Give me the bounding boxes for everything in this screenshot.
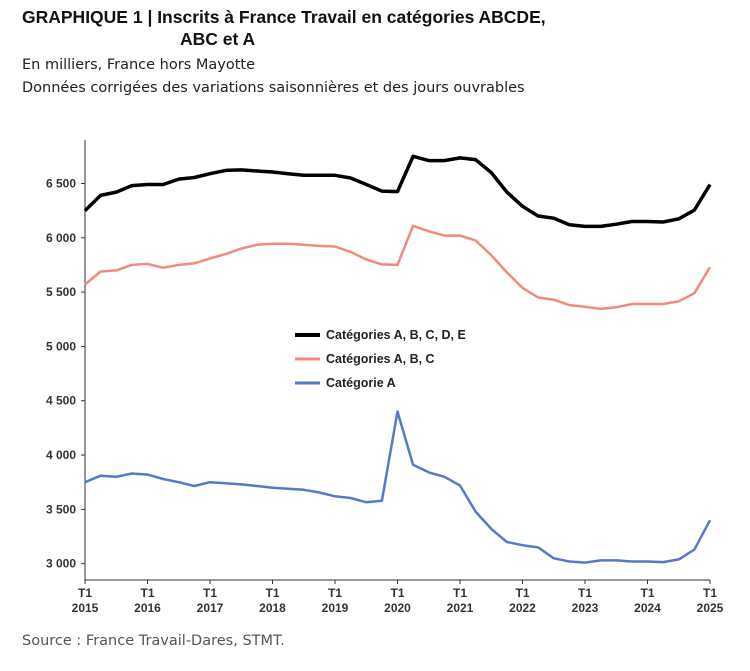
- x-tick-label-year: 2020: [384, 601, 411, 615]
- x-tick-label-quarter: T1: [78, 586, 92, 600]
- chart-title: GRAPHIQUE 1 | Inscrits à France Travail …: [22, 6, 662, 50]
- x-tick-label-quarter: T1: [328, 586, 342, 600]
- x-tick-label-year: 2023: [572, 601, 599, 615]
- x-tick-label-quarter: T1: [265, 586, 279, 600]
- y-tick-label: 5 500: [46, 285, 76, 299]
- y-tick-label: 4 500: [46, 394, 76, 408]
- x-tick-label-year: 2024: [634, 601, 661, 615]
- x-tick-label-year: 2016: [134, 601, 161, 615]
- x-tick-label-year: 2018: [259, 601, 286, 615]
- x-tick-label-quarter: T1: [703, 586, 717, 600]
- series-line-2: [84, 224, 712, 311]
- x-tick-label-quarter: T1: [578, 586, 592, 600]
- x-tick-label-year: 2022: [509, 601, 536, 615]
- y-tick-label: 3 500: [46, 502, 76, 516]
- legend-label-3: Catégorie A: [326, 376, 396, 390]
- x-tick-label-quarter: T1: [515, 586, 529, 600]
- chart-subtitle-adjustment: Données corrigées des variations saisonn…: [22, 80, 525, 96]
- x-tick-label-year: 2025: [697, 601, 724, 615]
- chart-title-line2: ABC et A: [180, 29, 256, 49]
- chart-title-line1: GRAPHIQUE 1 | Inscrits à France Travail …: [22, 7, 546, 27]
- chart-subtitle-units: En milliers, France hors Mayotte: [22, 57, 256, 73]
- y-tick-label: 6 500: [46, 176, 76, 190]
- x-tick-label-year: 2015: [72, 601, 99, 615]
- legend-label-2: Catégories A, B, C: [326, 352, 435, 366]
- y-tick-label: 5 000: [46, 339, 76, 353]
- x-tick-label-quarter: T1: [390, 586, 404, 600]
- source-note: Source : France Travail-Dares, STMT.: [22, 633, 285, 649]
- x-tick-label-quarter: T1: [203, 586, 217, 600]
- x-tick-label-year: 2017: [197, 601, 224, 615]
- y-tick-label: 6 000: [46, 231, 76, 245]
- x-tick-label-quarter: T1: [640, 586, 654, 600]
- x-tick-label-quarter: T1: [140, 586, 154, 600]
- y-tick-label: 4 000: [46, 448, 76, 462]
- series-line-1: [83, 154, 712, 229]
- series-line-3: [84, 410, 712, 564]
- legend-label-1: Catégories A, B, C, D, E: [326, 328, 466, 342]
- x-tick-label-year: 2021: [447, 601, 474, 615]
- x-tick-label-year: 2019: [322, 601, 349, 615]
- y-tick-label: 3 000: [46, 557, 76, 571]
- x-tick-label-quarter: T1: [453, 586, 467, 600]
